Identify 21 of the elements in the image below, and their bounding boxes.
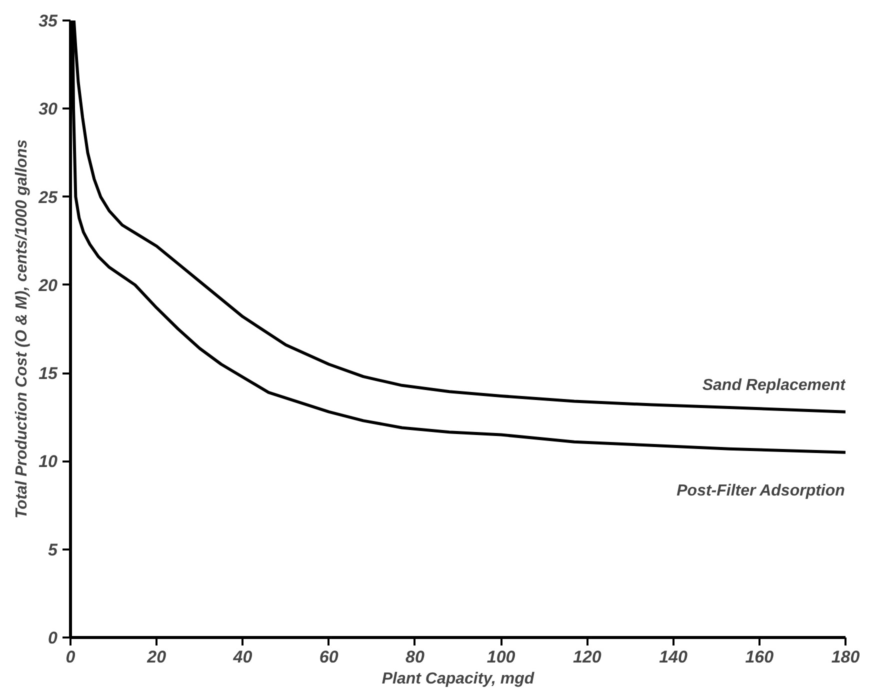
x-tick-label: 140 [659, 648, 688, 666]
series-label: Post-Filter Adsorption [676, 482, 846, 500]
y-tick-label: 30 [38, 100, 58, 119]
x-tick-label: 40 [232, 648, 253, 666]
x-tick-label: 60 [319, 648, 339, 666]
y-tick-label: 10 [38, 452, 58, 472]
y-tick-label: 0 [48, 628, 58, 648]
x-tick-label: 80 [405, 648, 425, 666]
x-tick-label: 180 [831, 648, 860, 666]
y-tick-label: 15 [38, 364, 58, 384]
x-tick-label: 160 [745, 648, 774, 666]
x-tick-label: 120 [572, 648, 602, 666]
x-tick-label: 0 [66, 648, 76, 666]
y-tick-label: 5 [48, 540, 58, 560]
x-axis-title: Plant Capacity, mgd [382, 670, 536, 688]
x-tick-label: 100 [486, 648, 516, 666]
x-tick-label: 20 [146, 648, 167, 666]
y-axis-title: Total Production Cost (O & M), cents/1000 gallons [14, 139, 31, 519]
y-tick-label: 25 [38, 188, 58, 207]
y-tick-label: 20 [38, 276, 58, 295]
y-tick-label: 35 [38, 12, 58, 30]
